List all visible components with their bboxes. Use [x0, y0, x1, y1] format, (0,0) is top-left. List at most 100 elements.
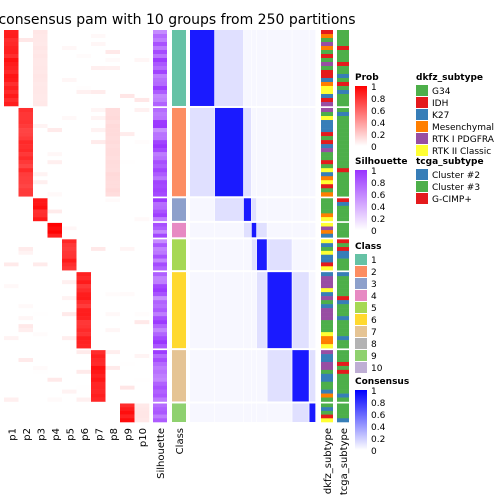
prob-cell [62, 250, 77, 256]
prob-cell [4, 111, 19, 117]
prob-cell [105, 407, 121, 412]
tcga-cell [337, 254, 349, 259]
prob-cell [134, 369, 150, 375]
class-cell [172, 272, 186, 349]
prob-cell [33, 73, 48, 79]
prob-cell [33, 361, 48, 367]
prob-cell [120, 164, 135, 169]
prob-cell [47, 381, 63, 386]
prob-cell [120, 217, 135, 222]
prob-cell [91, 266, 106, 271]
prob-cell [134, 296, 150, 301]
prob-cell [62, 168, 77, 173]
legends: Prob10.80.60.40.20Silhouette10.80.60.40.… [355, 73, 495, 457]
prob-cell [47, 65, 63, 71]
consensus-block [267, 272, 292, 349]
tcga-cell [337, 407, 349, 412]
silhouette-cell [153, 414, 167, 419]
dkfz-cell [321, 288, 333, 293]
dkfz-cell [321, 85, 333, 91]
prob-cell [33, 41, 48, 47]
dkfz-cell [321, 136, 333, 141]
consensus-block [309, 403, 316, 422]
consensus-block [292, 403, 309, 422]
legend-tick: 0.8 [371, 399, 386, 409]
prob-cell [76, 116, 92, 121]
prob-cell [105, 373, 121, 379]
prob-cell [120, 132, 135, 137]
prob-cell [105, 389, 121, 394]
prob-cell [62, 410, 77, 415]
prob-cell [134, 184, 150, 189]
prob-cell [47, 312, 63, 317]
prob-cell [4, 344, 19, 349]
prob-cell [91, 148, 106, 153]
prob-cell [18, 172, 34, 177]
dkfz-cell [321, 128, 333, 133]
prob-cell [91, 57, 106, 63]
prob-cell [18, 136, 34, 141]
prob-cell [120, 296, 135, 301]
annotation-label: Silhouette [156, 428, 167, 479]
prob-cell [47, 418, 63, 423]
silhouette-cell [153, 328, 167, 333]
silhouette-cell [153, 361, 167, 367]
prob-cell [76, 272, 92, 277]
prob-cell [62, 226, 77, 231]
prob-cell [76, 284, 92, 289]
dkfz-cell [321, 49, 333, 55]
prob-cell [18, 30, 34, 35]
silhouette-cell [153, 111, 167, 117]
tcga-cell [337, 389, 349, 394]
prob-cell [62, 247, 77, 252]
legend-title: Prob [355, 73, 379, 83]
silhouette-cell [153, 358, 167, 363]
silhouette-cell [153, 124, 167, 129]
prob-cell [76, 316, 92, 321]
prob-cell [18, 73, 34, 79]
dkfz-cell [321, 250, 333, 256]
prob-cell [4, 369, 19, 375]
dkfz-cell [321, 336, 333, 341]
prob-cell [105, 280, 121, 285]
tcga-cell [337, 300, 349, 305]
prob-cell [4, 184, 19, 189]
prob-cell [134, 254, 150, 259]
dkfz-cell [321, 233, 333, 238]
prob-cell [120, 397, 135, 402]
prob-cell [47, 247, 63, 252]
silhouette-cell [153, 230, 167, 235]
class-cell [172, 239, 186, 271]
prob-cell [91, 132, 106, 137]
prob-cell [18, 140, 34, 145]
prob-cell [91, 288, 106, 293]
class-cell [172, 350, 186, 402]
prob-cell [134, 97, 150, 103]
prob-cell [91, 124, 106, 129]
prob-cell [4, 403, 19, 408]
prob-cell [4, 389, 19, 394]
prob-cell [18, 37, 34, 43]
tcga-cell [337, 120, 349, 125]
prob-cell [105, 184, 121, 189]
consensus-block [309, 30, 316, 106]
prob-cell [4, 37, 19, 43]
prob-cell [62, 73, 77, 79]
prob-cell [134, 61, 150, 67]
consensus-block [267, 350, 292, 402]
dkfz-cell [321, 361, 333, 367]
prob-cell [47, 160, 63, 165]
prob-cell [18, 53, 34, 59]
prob-cell [91, 262, 106, 267]
prob-cell [134, 312, 150, 317]
prob-cell [76, 340, 92, 345]
prob-cell [105, 176, 121, 181]
dkfz-cell [321, 180, 333, 185]
prob-cell [33, 410, 48, 415]
prob-cell [18, 89, 34, 95]
prob-cell [18, 101, 34, 107]
prob-cell [18, 344, 34, 349]
tcga-cell [337, 418, 349, 423]
prob-cell [18, 168, 34, 173]
prob-cell [105, 65, 121, 71]
